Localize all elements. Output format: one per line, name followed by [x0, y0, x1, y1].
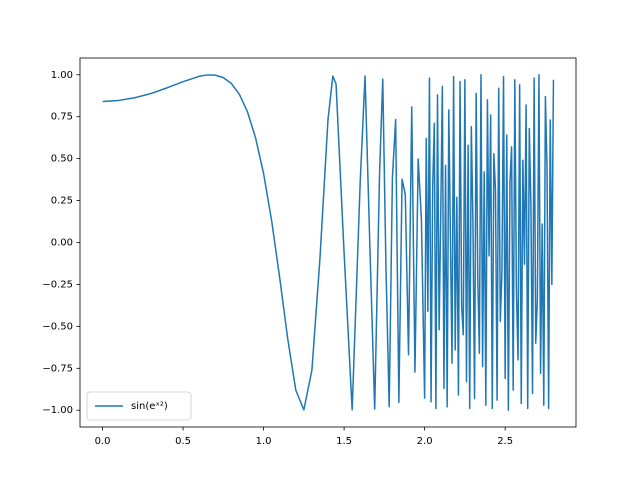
- y-tick-label: −1.00: [42, 405, 73, 416]
- y-tick-label: −0.25: [42, 279, 73, 290]
- y-tick-label: 0.75: [51, 112, 73, 123]
- legend-box: [86, 391, 192, 421]
- x-tick-label: 0.0: [95, 436, 111, 447]
- y-tick-label: 1.00: [51, 70, 73, 81]
- x-tick-label: 0.5: [175, 436, 191, 447]
- y-tick-label: −0.50: [42, 321, 73, 332]
- legend-label: sin(eˣ²): [131, 401, 168, 412]
- x-tick-label: 2.5: [497, 436, 513, 447]
- y-tick-label: 0.50: [51, 154, 73, 165]
- x-tick-label: 1.5: [336, 436, 352, 447]
- line: [102, 74, 555, 411]
- y-tick-label: 0.25: [51, 196, 73, 207]
- x-tick-label: 1.0: [256, 436, 272, 447]
- y-tick-label: −0.75: [42, 363, 73, 374]
- y-tick-label: 0.00: [51, 238, 73, 249]
- x-tick-label: 2.0: [417, 436, 433, 447]
- axes-frame: [79, 57, 577, 428]
